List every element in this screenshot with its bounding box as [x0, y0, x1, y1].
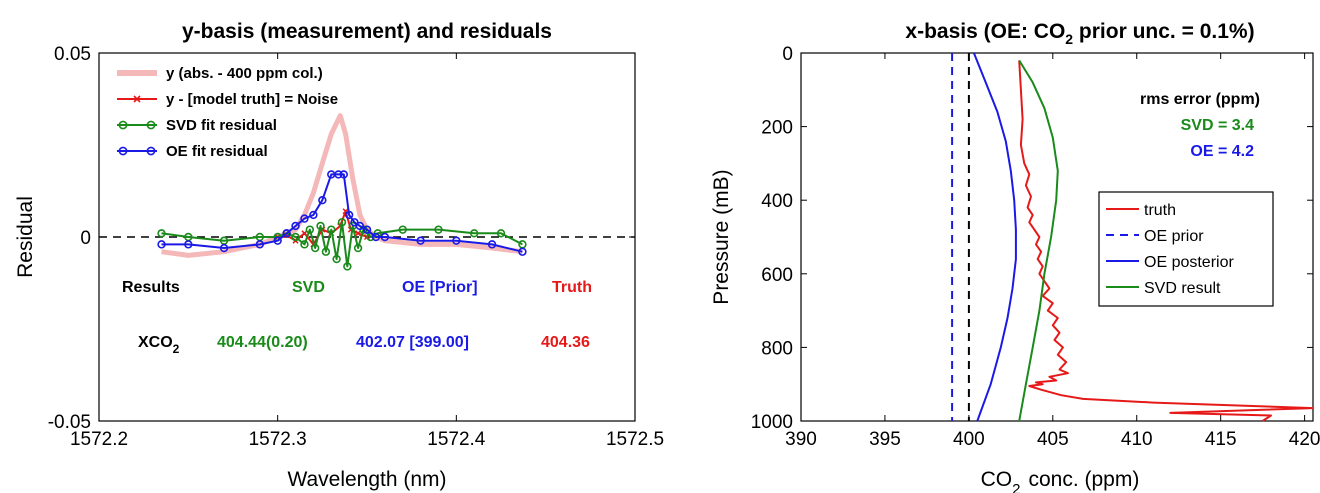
- left-point-svd-fit-residual: [305, 225, 315, 234]
- right-y-tick-label: 800: [761, 338, 793, 359]
- left-legend-marker-svd-fit-residual: [118, 120, 128, 130]
- left-point-svd-fit-residual: [300, 240, 309, 249]
- left-point-svd-fit-residual: [398, 225, 407, 234]
- left-point-oe-fit-residual: [273, 236, 282, 245]
- right-x-tick-label: 390: [785, 429, 817, 450]
- left-point-svd-fit-residual: [353, 243, 363, 253]
- right-y-tick-label: 400: [761, 191, 793, 212]
- left-point-oe-fit-residual: [282, 229, 291, 238]
- right-y-tick-label: 200: [761, 118, 793, 139]
- left-point-svd-fit-residual: [310, 243, 320, 253]
- left-point-oe-fit-residual: [334, 170, 343, 179]
- left-x-tick-label: 1572.3: [249, 429, 307, 450]
- left-point-svd-fit-residual: [316, 221, 325, 231]
- right-x-tick-label: 405: [1037, 429, 1069, 450]
- svd-xco2-value: 404.44(0.20): [217, 334, 308, 351]
- left-legend-marker-oe-fit-residual: [118, 146, 128, 156]
- right-x-tick-label: 395: [869, 429, 901, 450]
- left-point-oe-fit-residual: [184, 240, 193, 249]
- right-series-line-truth: [1018, 60, 1314, 422]
- right-legend-label-truth: truth: [1144, 202, 1176, 219]
- left-y-axis-label: Residual: [14, 196, 37, 278]
- left-point-svd-fit-residual: [496, 229, 506, 238]
- right-legend-label-oe-posterior: OE posterior: [1144, 254, 1234, 271]
- right-y-tick-label: 0: [782, 44, 793, 65]
- left-point-oe-fit-residual: [371, 232, 381, 242]
- left-legend-marker-y-model-truth-noise: [133, 95, 141, 103]
- left-point-svd-fit-residual: [343, 262, 352, 271]
- left-legend-label-y-abs-400-ppm-col: y (abs. - 400 ppm col.): [166, 65, 323, 82]
- oe-header: OE [Prior]: [402, 279, 478, 296]
- right-x-tick-label: 400: [953, 429, 985, 450]
- left-point-oe-fit-residual: [452, 236, 461, 245]
- left-x-tick-label: 1572.2: [70, 429, 128, 450]
- left-point-oe-fit-residual: [487, 240, 497, 249]
- right-y-tick-label: 600: [761, 265, 793, 286]
- truth-header: Truth: [552, 279, 592, 296]
- left-point-oe-fit-residual: [380, 232, 390, 242]
- left-point-oe-fit-residual: [362, 225, 372, 234]
- left-legend-label-oe-fit-residual: OE fit residual: [166, 143, 268, 160]
- left-y-tick-label: 0.05: [54, 44, 91, 65]
- left-point-oe-fit-residual: [518, 247, 527, 256]
- left-point-svd-fit-residual: [332, 254, 341, 264]
- left-point-y-model-truth-noise: [355, 230, 362, 237]
- oe-rms-value: OE = 4.2: [1190, 143, 1254, 160]
- left-point-svd-fit-residual: [434, 225, 443, 234]
- results-label: Results: [122, 279, 180, 296]
- right-x-tick-label: 410: [1121, 429, 1153, 450]
- right-plot-frame: [800, 52, 1314, 422]
- left-point-oe-fit-residual: [300, 214, 309, 223]
- left-point-oe-fit-residual: [219, 243, 229, 253]
- left-point-svd-fit-residual: [321, 247, 331, 256]
- left-point-oe-fit-residual: [157, 240, 166, 249]
- left-series-line-svd-fit-residual: [161, 221, 523, 268]
- plot-layer: 1572.2 1572.3 1572.4 1572.5 -0.05 0 0.05 y (abs…: [48, 44, 1320, 450]
- left-point-oe-fit-residual: [255, 240, 264, 249]
- left-point-oe-fit-residual: [339, 170, 348, 179]
- left-point-svd-fit-residual: [337, 218, 347, 227]
- svd-header: SVD: [292, 279, 325, 296]
- right-series-line-oe-posterior: [972, 52, 1017, 422]
- svd-rms-value: SVD = 3.4: [1181, 117, 1254, 134]
- left-x-tick-label: 1572.4: [427, 429, 486, 450]
- right-legend-label-oe-prior: OE prior: [1144, 228, 1204, 245]
- right-legend-label-svd-result: SVD result: [1144, 280, 1221, 297]
- left-series-line-y-abs-400-ppm-col: [161, 113, 523, 258]
- left-x-axis-label: Wavelength (nm): [287, 468, 446, 491]
- left-legend-marker-svd-fit-residual: [146, 120, 156, 130]
- right-x-tick-label: 420: [1289, 429, 1320, 450]
- right-y-axis-label: Pressure (mB): [710, 169, 733, 304]
- xco2-label: XCO2: [138, 334, 180, 356]
- left-point-oe-fit-residual: [416, 236, 425, 245]
- left-point-svd-fit-residual: [291, 232, 300, 242]
- right-chart-title: x-basis (OE: CO2 prior unc. = 0.1%): [905, 20, 1254, 47]
- right-x-tick-label: 415: [1205, 429, 1237, 450]
- left-x-tick-label: 1572.5: [606, 429, 664, 450]
- left-point-oe-fit-residual: [318, 196, 327, 205]
- rms-label: rms error (ppm): [1140, 91, 1260, 108]
- left-legend-label-svd-fit-residual: SVD fit residual: [166, 117, 277, 134]
- left-point-oe-fit-residual: [344, 210, 354, 220]
- left-y-tick-label: 0: [80, 228, 91, 249]
- left-point-svd-fit-residual: [327, 225, 336, 234]
- left-series-line-oe-fit-residual: [161, 173, 523, 253]
- left-point-oe-fit-residual: [309, 210, 318, 220]
- left-point-svd-fit-residual: [470, 229, 479, 238]
- left-y-tick-label: -0.05: [48, 412, 91, 433]
- left-point-oe-fit-residual: [355, 221, 365, 231]
- right-x-axis-label: CO2 conc. (ppm): [981, 468, 1140, 493]
- left-chart-title: y-basis (measurement) and residuals: [182, 20, 552, 43]
- left-point-svd-fit-residual: [157, 229, 166, 238]
- oe-xco2-value: 402.07 [399.00]: [356, 334, 469, 351]
- right-y-tick-label: 1000: [751, 412, 793, 433]
- left-point-y-model-truth-noise: [301, 230, 308, 237]
- right-series-line-svd-result: [1018, 59, 1059, 422]
- left-legend-label-y-model-truth-noise: y - [model truth] = Noise: [166, 91, 338, 108]
- left-legend-marker-oe-fit-residual: [146, 146, 156, 156]
- left-point-oe-fit-residual: [291, 221, 300, 231]
- left-point-svd-fit-residual: [518, 240, 527, 249]
- truth-xco2-value: 404.36: [541, 334, 590, 351]
